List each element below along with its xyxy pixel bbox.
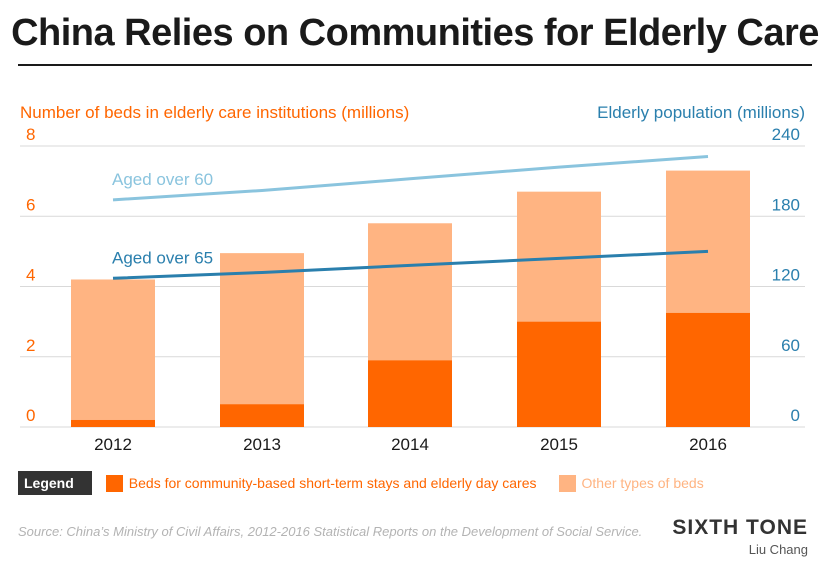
line-label-aged-over-65: Aged over 65 [112,248,213,267]
author: Liu Chang [748,542,808,557]
title-divider [18,64,812,66]
legend-swatch-community-beds [105,474,123,492]
line-label-aged-over-60: Aged over 60 [112,170,213,189]
bar-other-beds [71,279,155,420]
right-axis-ticks: 0 60 120 180 240 [772,125,800,425]
source-note: Source: China’s Ministry of Civil Affair… [18,524,643,539]
left-tick-label: 6 [26,195,35,214]
legend-label-other-beds: Other types of beds [581,475,704,491]
right-tick-label: 60 [781,336,800,355]
bar-line-chart: Number of beds in elderly care instituti… [20,103,805,454]
line-aged-over-60 [112,155,709,202]
page-title: China Relies on Communities for Elderly … [11,12,819,54]
x-axis-ticks: 2012 2013 2014 2015 2016 [94,435,727,454]
legend: Legend Beds for community-based short-te… [18,470,704,496]
right-axis-title: Elderly population (millions) [597,103,805,122]
bar-community-beds [666,312,750,427]
brand-logo: SIXTH TONE [672,516,808,539]
bar-community-beds [220,404,304,427]
x-tick-label: 2016 [689,435,727,454]
population-lines: Aged over 60 Aged over 65 [112,155,709,280]
legend-tag: Legend [18,471,92,495]
left-axis-title: Number of beds in elderly care instituti… [20,103,409,122]
bar-other-beds [220,253,304,405]
left-tick-label: 4 [26,266,35,285]
right-tick-label: 240 [772,125,800,144]
line-aged-over-65 [112,249,709,280]
x-tick-label: 2015 [540,435,578,454]
left-tick-label: 0 [26,406,35,425]
bars [71,170,750,427]
left-tick-label: 2 [26,336,35,355]
legend-swatch-other-beds [558,474,576,492]
right-tick-label: 120 [772,266,800,285]
bar-community-beds [71,419,155,427]
bar-other-beds [368,223,452,361]
x-tick-label: 2014 [391,435,429,454]
x-tick-label: 2012 [94,435,132,454]
bar-community-beds [517,321,601,427]
x-tick-label: 2013 [243,435,281,454]
left-axis-ticks: 0 2 4 6 8 [26,125,35,425]
legend-label-community-beds: Beds for community-based short-term stay… [128,475,537,491]
bar-other-beds [666,170,750,313]
right-tick-label: 180 [772,195,800,214]
bar-community-beds [368,360,452,427]
left-tick-label: 8 [26,125,35,144]
right-tick-label: 0 [791,406,800,425]
